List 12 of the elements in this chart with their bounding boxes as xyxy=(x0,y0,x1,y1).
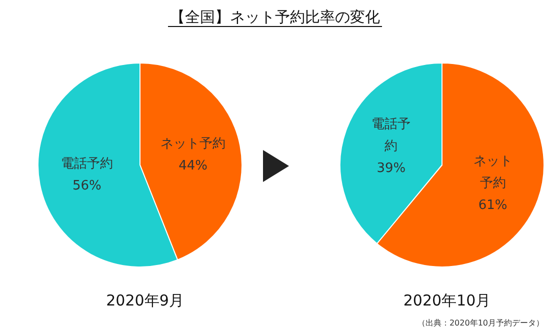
text: （出典：2020年10月予約データ） xyxy=(417,318,544,328)
slice-label: 電話予約 xyxy=(60,156,113,172)
slice-label: 電話予約 xyxy=(372,117,411,154)
slice-label: ネット予約 xyxy=(160,136,226,152)
data-label: 39% xyxy=(376,161,406,176)
text: 2020年10月 xyxy=(403,292,491,310)
slice-label: ネット予約 xyxy=(473,154,512,191)
text: 2020年9月 xyxy=(106,292,184,310)
data-label: 56% xyxy=(72,178,102,194)
text: 【全国】ネット予約比率の変化 xyxy=(168,8,382,27)
data-label: 61% xyxy=(478,198,508,213)
data-label: 44% xyxy=(178,158,208,174)
